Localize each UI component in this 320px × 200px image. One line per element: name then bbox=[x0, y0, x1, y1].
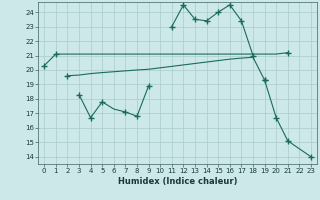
X-axis label: Humidex (Indice chaleur): Humidex (Indice chaleur) bbox=[118, 177, 237, 186]
